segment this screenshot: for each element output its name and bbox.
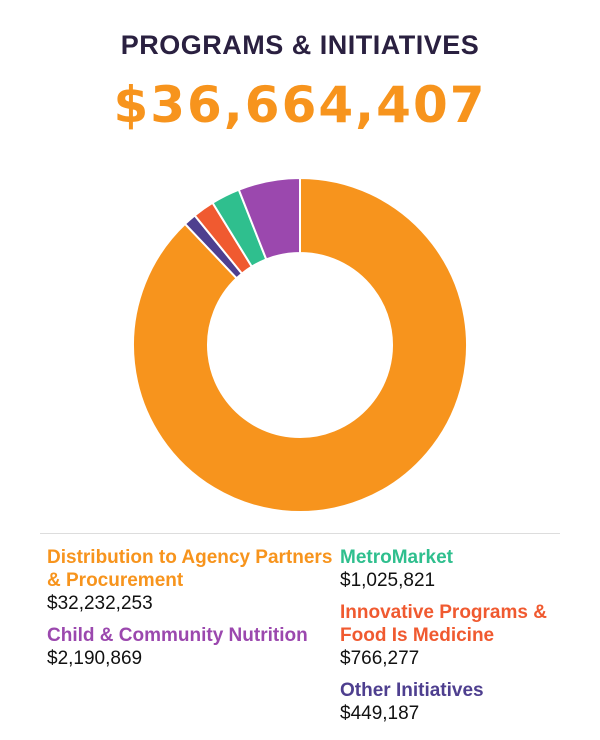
legend-label: MetroMarket [340,547,453,568]
legend-value: $2,190,869 [47,648,143,669]
legend-value: $766,277 [340,648,420,669]
total-amount: $36,664,407 [113,76,487,134]
legend-item-distribution: Distribution to Agency Partners & Procur… [47,546,337,616]
legend-value: $1,025,821 [340,570,436,591]
donut-chart [132,176,468,513]
legend-value: $449,187 [340,703,420,724]
legend-item-other-initiatives: Other Initiatives $449,187 [340,679,590,726]
legend-left-column: Distribution to Agency Partners & Procur… [47,546,337,679]
legend-label: Innovative Programs & Food Is Medicine [340,602,547,646]
legend-label: Child & Community Nutrition [47,625,308,646]
legend-divider [40,533,560,534]
donut-slice-4 [237,176,301,261]
legend-label: Other Initiatives [340,680,484,701]
legend-item-metromarket: MetroMarket $1,025,821 [340,546,590,593]
legend-value: $32,232,253 [47,593,153,614]
legend-item-innovative-programs: Innovative Programs & Food Is Medicine $… [340,601,590,671]
legend-item-child-nutrition: Child & Community Nutrition $2,190,869 [47,624,337,671]
chart-title: PROGRAMS & INITIATIVES [120,30,480,60]
legend-label: Distribution to Agency Partners & Procur… [47,547,333,591]
donut-slice-0 [132,176,468,513]
legend-right-column: MetroMarket $1,025,821 Innovative Progra… [340,546,590,734]
